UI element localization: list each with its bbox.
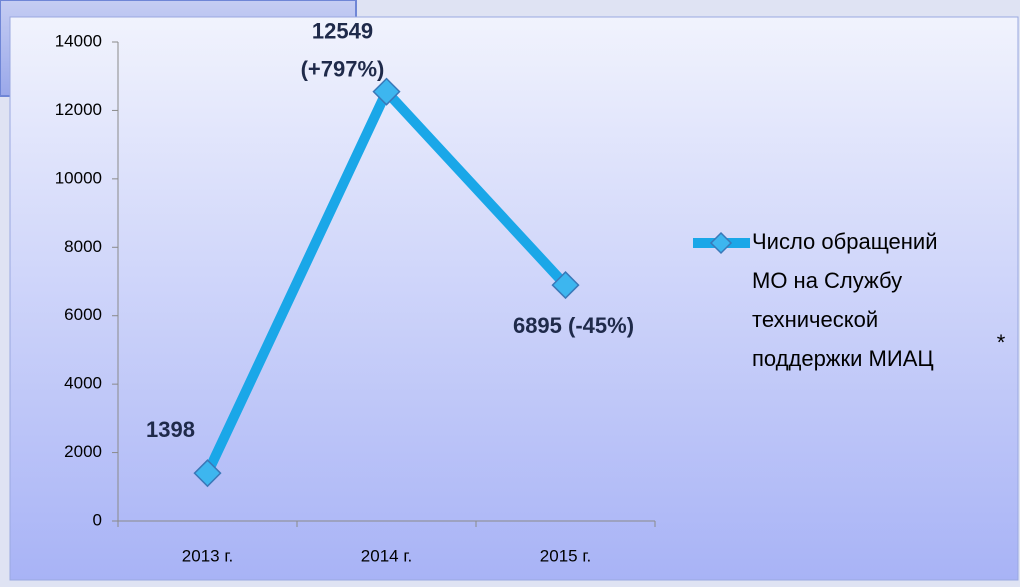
- annotation: *: [997, 330, 1006, 355]
- y-tick-label: 8000: [64, 237, 102, 256]
- y-tick-label: 12000: [55, 100, 102, 119]
- marker: [372, 77, 401, 106]
- x-tick-label: 2014 г.: [361, 546, 412, 565]
- y-tick-label: 4000: [64, 374, 102, 393]
- marker: [551, 271, 580, 300]
- y-tick-label: 10000: [55, 168, 102, 187]
- y-tick-label: 14000: [55, 31, 102, 50]
- legend-marker: [709, 231, 733, 255]
- y-tick-label: 0: [93, 510, 102, 529]
- chart-area: [9, 16, 1019, 581]
- legend-label: Число обращений МО на Службу технической по…: [752, 229, 938, 371]
- marker: [193, 459, 222, 488]
- x-tick-label: 2013 г.: [182, 546, 233, 565]
- y-tick-label: 2000: [64, 442, 102, 461]
- y-tick-label: 6000: [64, 305, 102, 324]
- data-label: 12549 (+797%): [301, 18, 385, 81]
- data-label: 6895 (-45%): [513, 313, 634, 338]
- data-label: 1398: [146, 417, 195, 442]
- x-tick-label: 2015 г.: [540, 546, 591, 565]
